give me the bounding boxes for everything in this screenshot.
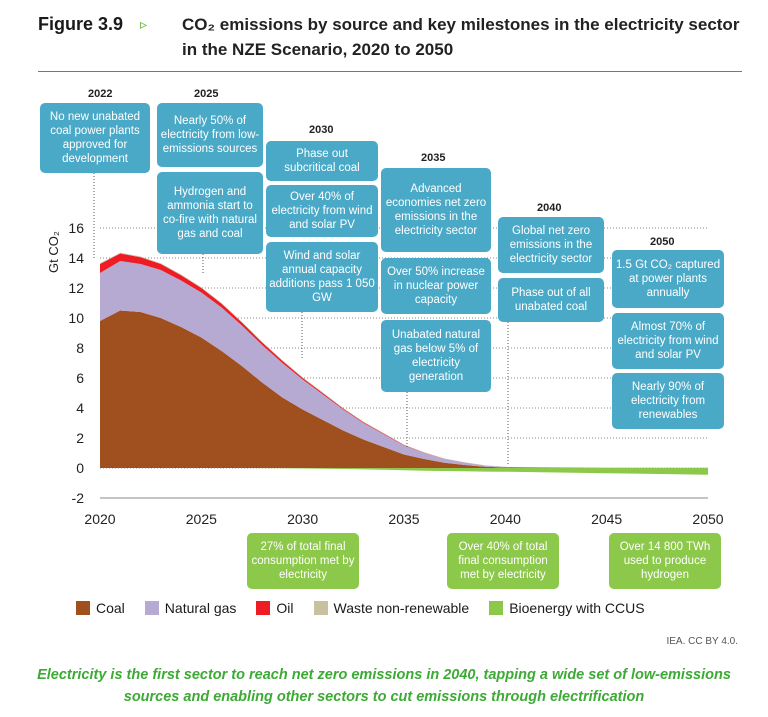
- x-tick-label: 2035: [388, 511, 419, 527]
- legend-label-beccs: Bioenergy with CCUS: [509, 600, 645, 616]
- y-tick-label: 8: [76, 340, 84, 356]
- legend-item-waste: Waste non-renewable: [313, 600, 470, 616]
- milestone-year-2035: 2035: [421, 152, 446, 164]
- x-tick-label: 2030: [287, 511, 318, 527]
- y-tick-label: 16: [68, 220, 84, 236]
- milestone-2035-1: Advanced economies net zero emissions in…: [381, 168, 491, 252]
- y-tick-label: 14: [68, 250, 84, 266]
- y-tick-label: -2: [72, 490, 85, 506]
- x-tick-label: 2040: [490, 511, 521, 527]
- chart-legend: Coal Natural gas Oil Waste non-renewable…: [76, 600, 665, 616]
- y-axis-label: Gt CO₂: [46, 231, 61, 273]
- legend-label-coal: Coal: [96, 600, 125, 616]
- milestone-2040-1: Global net zero emissions in the electri…: [498, 217, 604, 273]
- figure-arrow-icon: ▹: [140, 16, 148, 32]
- milestone-2030-1: Phase out subcritical coal: [266, 141, 378, 181]
- milestone-2030-2: Over 40% of electricity from wind and so…: [266, 185, 378, 237]
- y-tick-label: 0: [76, 460, 84, 476]
- title-divider: [38, 71, 742, 72]
- milestone-year-2050: 2050: [650, 236, 675, 248]
- legend-swatch-oil: [256, 601, 271, 615]
- legend-swatch-coal: [76, 601, 90, 615]
- milestone-2030-3: Wind and solar annual capacity additions…: [266, 242, 378, 312]
- legend-swatch-waste: [313, 601, 328, 615]
- figure-caption: Electricity is the first sector to reach…: [37, 667, 731, 705]
- legend-label-natural-gas: Natural gas: [164, 600, 237, 616]
- milestone-2025-2: Hydrogen and ammonia start to co-fire wi…: [157, 172, 263, 254]
- x-tick-label: 2020: [84, 511, 115, 527]
- milestone-2035-2: Over 50% increase in nuclear power capac…: [381, 258, 491, 314]
- y-tick-label: 2: [76, 430, 84, 446]
- area-natural-gas: [100, 261, 708, 468]
- x-tick-label: 2045: [591, 511, 622, 527]
- legend-label-waste: Waste non-renewable: [333, 600, 470, 616]
- milestone-2035-3: Unabated natural gas below 5% of electri…: [381, 320, 491, 392]
- milestone-year-2025: 2025: [194, 88, 219, 100]
- milestone-year-2040: 2040: [537, 202, 562, 214]
- legend-item-beccs: Bioenergy with CCUS: [489, 600, 645, 616]
- figure-label: Figure 3.9: [38, 14, 124, 34]
- bottom-callout-2030: 27% of total final consumption met by el…: [247, 533, 359, 589]
- legend-swatch-beccs: [489, 601, 504, 615]
- milestone-2050-2: Almost 70% of electricity from wind and …: [612, 313, 724, 369]
- area-coal: [100, 310, 708, 468]
- milestone-2050-3: Nearly 90% of electricity from renewable…: [612, 373, 724, 429]
- y-tick-label: 12: [68, 280, 84, 296]
- y-tick-label: 10: [68, 310, 84, 326]
- bottom-callout-2050: Over 14 800 TWh used to produce hydrogen: [609, 533, 721, 589]
- milestone-2022-1: No new unabated coal power plants approv…: [40, 103, 150, 173]
- figure-title: CO₂ emissions by source and key mileston…: [182, 15, 740, 59]
- legend-label-oil: Oil: [276, 600, 294, 616]
- y-tick-label: 4: [76, 400, 84, 416]
- legend-item-oil: Oil: [256, 600, 294, 616]
- x-tick-label: 2025: [186, 511, 217, 527]
- milestone-2025-1: Nearly 50% of electricity from low-emiss…: [157, 103, 263, 167]
- legend-swatch-natural-gas: [144, 601, 159, 615]
- milestone-2040-2: Phase out of all unabated coal: [498, 278, 604, 322]
- milestone-year-2030: 2030: [309, 124, 334, 136]
- milestone-year-2022: 2022: [88, 88, 113, 100]
- area-negative-bioenergy-with-ccus: [100, 468, 708, 475]
- x-tick-label: 2050: [692, 511, 723, 527]
- bottom-callout-2040: Over 40% of total final consumption met …: [447, 533, 559, 589]
- credit-line: IEA. CC BY 4.0.: [666, 636, 738, 647]
- legend-item-coal: Coal: [76, 600, 125, 616]
- legend-item-natural-gas: Natural gas: [144, 600, 237, 616]
- y-tick-label: 6: [76, 370, 84, 386]
- milestone-2050-1: 1.5 Gt CO₂ captured at power plants annu…: [612, 250, 724, 308]
